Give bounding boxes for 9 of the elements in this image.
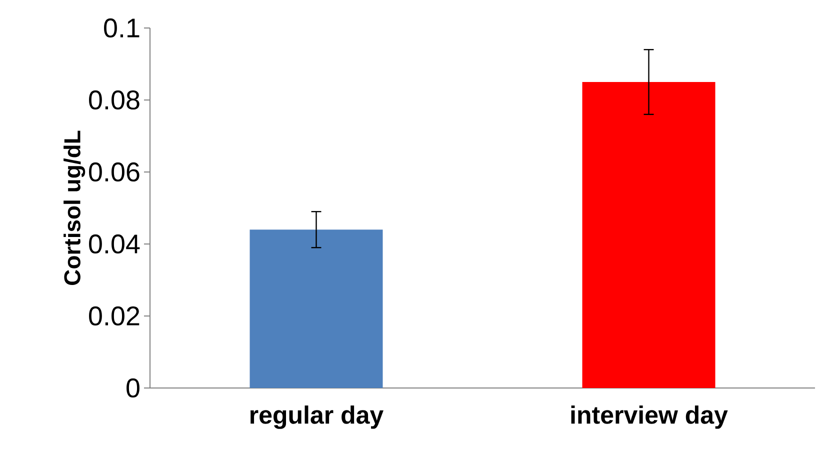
y-tick-label: 0.02 bbox=[89, 306, 140, 326]
y-tick-label: 0.08 bbox=[89, 90, 140, 110]
y-tick-label: 0 bbox=[126, 378, 140, 398]
y-tick-label: 0.1 bbox=[104, 18, 140, 38]
x-tick-label: regular day bbox=[250, 406, 384, 429]
y-tick-label: 0.04 bbox=[89, 234, 140, 254]
y-tick-label: 0.06 bbox=[89, 162, 140, 182]
x-tick-label: interview day bbox=[571, 406, 728, 429]
y-axis-title: Cortisol ug/dL bbox=[64, 130, 86, 285]
